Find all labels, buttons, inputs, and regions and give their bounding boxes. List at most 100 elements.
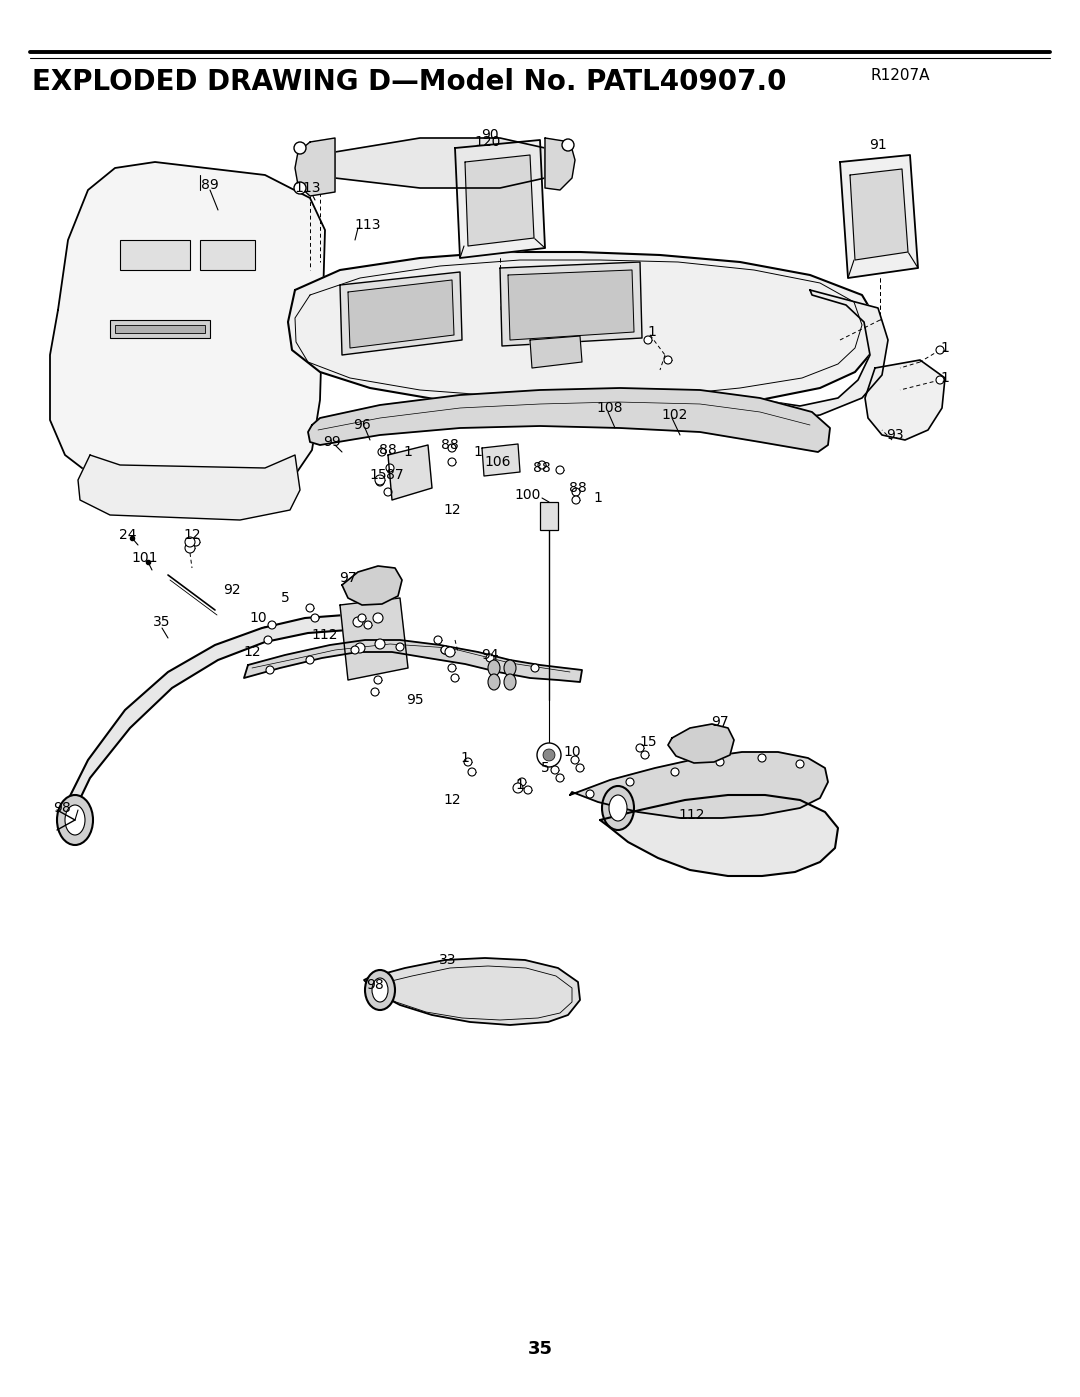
- Text: 113: 113: [295, 182, 321, 196]
- Text: 12: 12: [243, 645, 260, 659]
- Circle shape: [556, 774, 564, 782]
- Circle shape: [671, 768, 679, 775]
- Text: 10: 10: [563, 745, 581, 759]
- Text: 12: 12: [443, 793, 461, 807]
- Circle shape: [396, 643, 404, 651]
- Text: 1: 1: [594, 490, 603, 504]
- Ellipse shape: [504, 659, 516, 676]
- Text: 93: 93: [887, 427, 904, 441]
- Circle shape: [266, 666, 274, 673]
- Polygon shape: [669, 724, 734, 763]
- Polygon shape: [288, 251, 878, 409]
- Text: 1: 1: [473, 446, 483, 460]
- Polygon shape: [50, 162, 325, 490]
- Circle shape: [572, 488, 580, 496]
- Circle shape: [936, 376, 944, 384]
- Bar: [120, 240, 190, 270]
- Circle shape: [531, 664, 539, 672]
- Text: 5: 5: [541, 761, 550, 775]
- Circle shape: [644, 337, 652, 344]
- Polygon shape: [600, 795, 838, 876]
- Text: 92: 92: [224, 583, 241, 597]
- Circle shape: [448, 444, 456, 453]
- Polygon shape: [465, 155, 534, 246]
- Circle shape: [351, 645, 359, 654]
- Ellipse shape: [504, 673, 516, 690]
- Polygon shape: [295, 138, 335, 196]
- Circle shape: [464, 759, 472, 766]
- Circle shape: [185, 536, 195, 548]
- Circle shape: [636, 745, 644, 752]
- Polygon shape: [545, 138, 575, 190]
- Circle shape: [524, 787, 532, 793]
- Text: 89: 89: [201, 177, 219, 191]
- Circle shape: [486, 654, 494, 662]
- Polygon shape: [308, 388, 831, 453]
- Circle shape: [572, 496, 580, 504]
- Text: 100: 100: [515, 488, 541, 502]
- Circle shape: [513, 782, 523, 793]
- Circle shape: [357, 615, 366, 622]
- Text: 33: 33: [440, 953, 457, 967]
- Circle shape: [353, 617, 363, 627]
- Text: 98: 98: [53, 800, 71, 814]
- Text: 95: 95: [406, 693, 423, 707]
- Ellipse shape: [365, 970, 395, 1010]
- Polygon shape: [78, 455, 300, 520]
- Circle shape: [302, 162, 314, 175]
- Circle shape: [551, 766, 559, 774]
- Text: 88: 88: [569, 481, 586, 495]
- Ellipse shape: [488, 673, 500, 690]
- Circle shape: [562, 138, 573, 151]
- Text: 88: 88: [534, 461, 551, 475]
- Text: 35: 35: [527, 1340, 553, 1358]
- Circle shape: [264, 636, 272, 644]
- Polygon shape: [335, 138, 545, 189]
- Circle shape: [306, 657, 314, 664]
- Polygon shape: [388, 446, 432, 500]
- Polygon shape: [500, 263, 642, 346]
- Text: 112: 112: [678, 807, 705, 821]
- Text: 88: 88: [379, 443, 396, 457]
- Text: 106: 106: [485, 455, 511, 469]
- Polygon shape: [340, 272, 462, 355]
- Text: 10: 10: [249, 610, 267, 624]
- Text: 97: 97: [339, 571, 356, 585]
- Circle shape: [355, 643, 365, 652]
- Circle shape: [375, 638, 384, 650]
- Text: EXPLODED DRAWING D—Model No. PATL40907.0: EXPLODED DRAWING D—Model No. PATL40907.0: [32, 68, 786, 96]
- Ellipse shape: [372, 978, 388, 1002]
- Text: 87: 87: [387, 468, 404, 482]
- Text: 96: 96: [353, 418, 370, 432]
- Circle shape: [758, 754, 766, 761]
- Circle shape: [374, 676, 382, 685]
- Bar: [200, 240, 255, 270]
- Text: 15: 15: [369, 468, 387, 482]
- Polygon shape: [850, 169, 908, 260]
- Circle shape: [441, 645, 449, 654]
- Circle shape: [372, 687, 379, 696]
- Text: 97: 97: [712, 715, 729, 729]
- Text: 88: 88: [441, 439, 459, 453]
- Circle shape: [518, 778, 526, 787]
- Circle shape: [796, 760, 804, 768]
- Circle shape: [364, 622, 372, 629]
- Circle shape: [936, 346, 944, 353]
- Circle shape: [311, 615, 319, 622]
- Text: 113: 113: [354, 218, 381, 232]
- Circle shape: [557, 149, 567, 161]
- Text: 99: 99: [323, 434, 341, 448]
- Circle shape: [375, 475, 384, 485]
- Circle shape: [373, 613, 383, 623]
- Polygon shape: [570, 752, 828, 819]
- Polygon shape: [348, 279, 454, 348]
- Text: 101: 101: [132, 550, 159, 564]
- Circle shape: [185, 543, 195, 553]
- Text: 108: 108: [597, 401, 623, 415]
- Polygon shape: [865, 360, 945, 440]
- Polygon shape: [342, 566, 402, 605]
- Circle shape: [192, 538, 200, 546]
- Ellipse shape: [602, 787, 634, 830]
- Circle shape: [294, 142, 306, 154]
- Circle shape: [556, 467, 564, 474]
